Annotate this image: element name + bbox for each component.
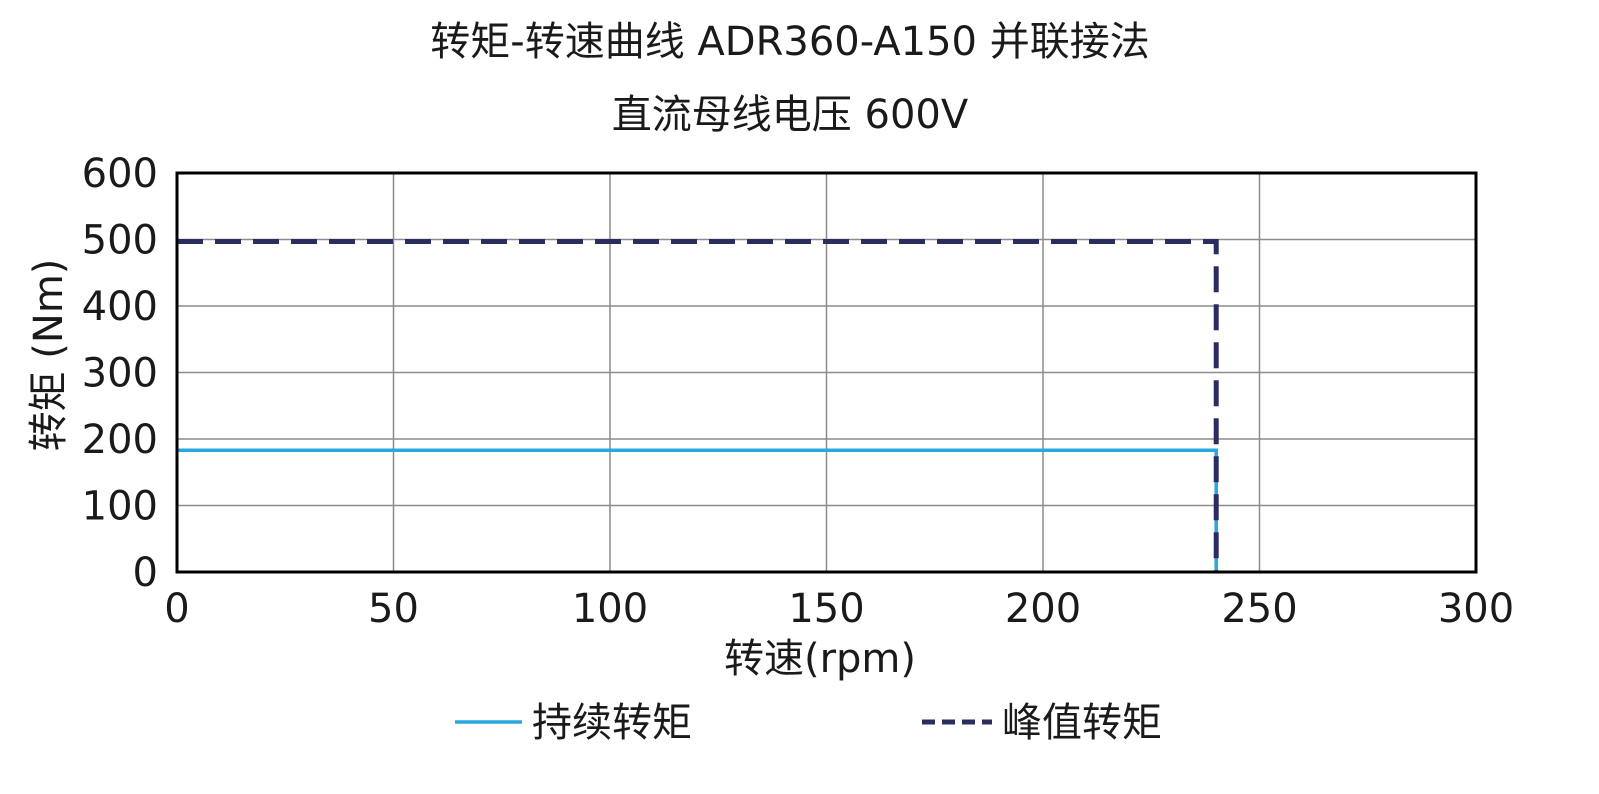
x-tick-label-6: 300 [1438,586,1514,632]
plot-frame [175,171,1478,574]
x-tick-label-2: 100 [572,586,648,632]
x-tick-label-5: 250 [1221,586,1297,632]
legend-label-0: 持续转矩 [532,700,692,746]
y-tick-label-6: 600 [82,151,158,197]
grid [177,173,1476,572]
y-tick-label-4: 400 [82,284,158,330]
legend-label-1: 峰值转矩 [1002,700,1162,746]
x-tick-label-1: 50 [368,586,419,632]
chart-subtitle: 直流母线电压 600V [612,92,969,138]
x-tick-label-3: 150 [788,586,864,632]
y-tick-label-5: 500 [82,218,158,264]
x-tick-label-4: 200 [1005,586,1081,632]
series-line-peak [177,238,1219,572]
x-tick-label-0: 0 [164,586,189,632]
y-tick-label-3: 300 [82,351,158,397]
y-tick-label-0: 0 [133,550,158,596]
legend: 持续转矩 峰值转矩 [455,700,1162,746]
x-tick-labels: 0 50 100 150 200 250 300 [164,586,1514,632]
series-layer [177,238,1219,572]
x-axis-label: 转速(rpm) [724,636,916,682]
series-line-continuous [177,448,1218,572]
chart-title: 转矩-转速曲线 ADR360-A150 并联接法 [430,19,1149,65]
y-tick-labels: 0 100 200 300 400 500 600 [82,151,158,596]
y-tick-label-2: 200 [82,417,158,463]
y-axis-label: 转矩 (Nm) [26,259,72,452]
y-tick-label-1: 100 [82,484,158,530]
